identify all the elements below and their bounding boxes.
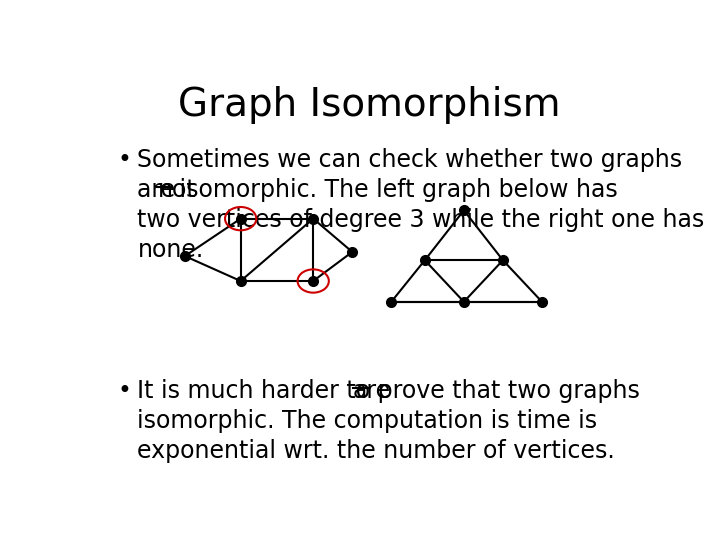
Text: isomorphic. The left graph below has: isomorphic. The left graph below has (173, 178, 618, 202)
Text: are: are (353, 379, 391, 403)
Text: Graph Isomorphism: Graph Isomorphism (178, 85, 560, 124)
Text: exponential wrt. the number of vertices.: exponential wrt. the number of vertices. (138, 438, 615, 463)
Text: •: • (118, 148, 132, 172)
Text: are: are (138, 178, 183, 202)
Text: It is much harder to prove that two graphs: It is much harder to prove that two grap… (138, 379, 648, 403)
Text: two vertices of degree 3 while the right one has: two vertices of degree 3 while the right… (138, 208, 705, 232)
Text: none.: none. (138, 238, 204, 262)
Text: Sometimes we can check whether two graphs: Sometimes we can check whether two graph… (138, 148, 683, 172)
Text: isomorphic. The computation is time is: isomorphic. The computation is time is (138, 409, 598, 433)
Text: •: • (118, 379, 132, 403)
Text: not: not (158, 178, 197, 202)
